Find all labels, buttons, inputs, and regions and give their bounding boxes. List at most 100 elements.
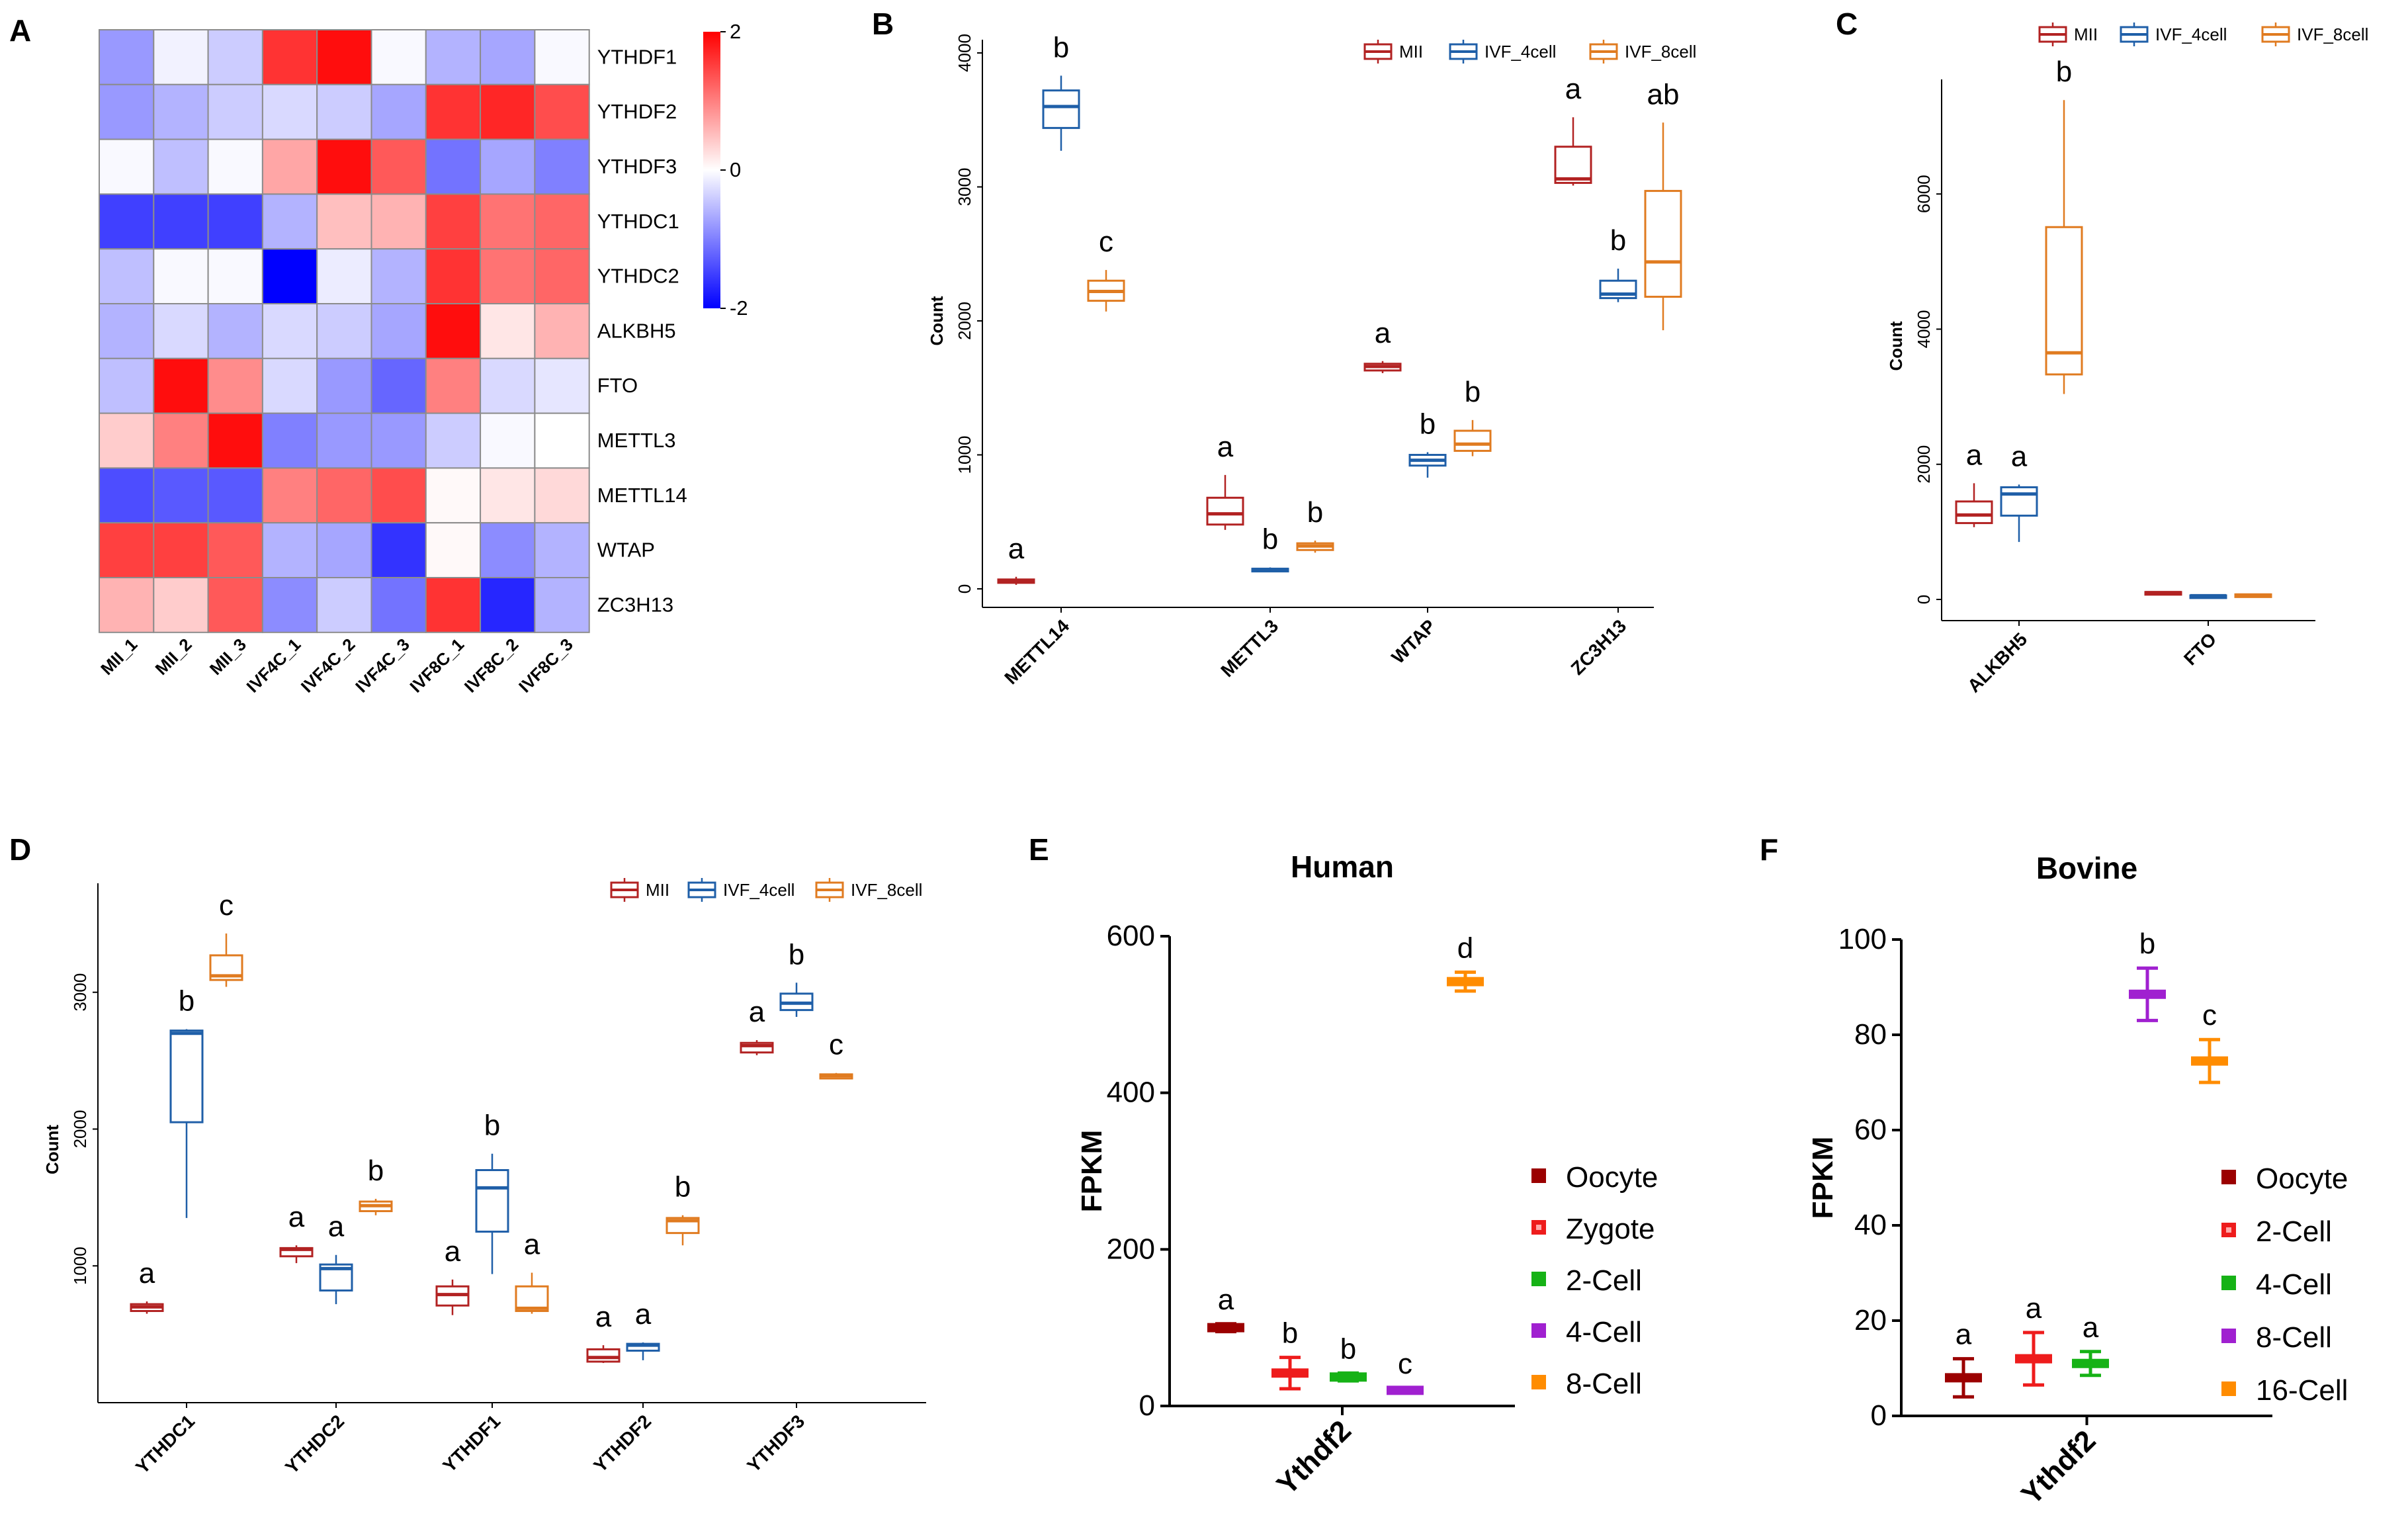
box-body — [1955, 500, 1993, 525]
heatmap-row-label: METTL3 — [597, 429, 676, 452]
y-tick-label: 80 — [1854, 1018, 1887, 1051]
legend-item: IVF_4cell — [2120, 22, 2227, 46]
x-tick-label: METTL3 — [1217, 615, 1282, 681]
legend-item: MII — [2038, 22, 2098, 46]
significance-letter: a — [1218, 1284, 1234, 1316]
y-tick-label: 0 — [1871, 1399, 1887, 1432]
heatmap-cell — [425, 467, 482, 524]
x-tick-label: ALKBH5 — [1963, 629, 2031, 696]
panel-label-f: F — [1760, 832, 1778, 867]
heatmap-cell — [99, 412, 155, 469]
heatmap-cell — [425, 193, 482, 250]
significance-letter: b — [1340, 1333, 1356, 1365]
box-body — [1206, 496, 1244, 526]
legend-item: IVF_8cell — [1589, 40, 1696, 64]
x-tick-label: YTHDF2 — [589, 1411, 655, 1476]
heatmap-col-label: IVF8C_1 — [406, 635, 468, 697]
heatmap-cell — [207, 138, 263, 195]
legend-label: Zygote — [1566, 1213, 1655, 1245]
heatmap-panel-a: YTHDF1 YTHDF2 YTHDF3 YTHDC1 YTHDC2 ALKBH5 FTO M… — [97, 20, 748, 697]
heatmap-row-label: YTHDC2 — [597, 265, 679, 288]
heatmap-col-label: IVF4C_2 — [297, 635, 359, 697]
box-body — [586, 1348, 621, 1363]
heatmap-cell — [153, 83, 209, 140]
heatmap-cell — [207, 303, 263, 359]
box-body — [1554, 146, 1592, 184]
significance-letter: b — [1307, 496, 1323, 529]
heatmap-cell — [534, 522, 590, 579]
box-body — [2045, 226, 2083, 376]
heatmap-cell — [261, 138, 318, 195]
x-tick-label: YTHDF1 — [439, 1411, 504, 1476]
legend-label: 4-Cell — [2256, 1268, 2332, 1301]
y-tick-label: 1000 — [70, 1247, 90, 1285]
heatmap-cell — [153, 29, 209, 85]
heatmap-cell — [153, 138, 209, 195]
heatmap-cell — [534, 29, 590, 85]
panel-label-e: E — [1029, 832, 1049, 867]
heatmap-cell — [480, 303, 536, 359]
heatmap-cell — [261, 29, 318, 85]
significance-letter: b — [1420, 408, 1436, 440]
heatmap-row-label: ALKBH5 — [597, 319, 676, 342]
heatmap-cell — [480, 412, 536, 469]
legend-label: MII — [646, 880, 669, 900]
heatmap-cell — [153, 193, 209, 250]
x-tick-label: YTHDC2 — [281, 1411, 348, 1477]
significance-letter: b — [1262, 523, 1278, 556]
heatmap-cell — [425, 29, 482, 85]
heatmap-cell — [99, 522, 155, 579]
heatmap-cell — [316, 522, 372, 579]
x-tick-label: ZC3H13 — [1567, 615, 1631, 679]
heatmap-cell — [316, 83, 372, 140]
legend-item: MII — [610, 878, 669, 902]
heatmap-col-label: IVF4C_3 — [351, 635, 413, 697]
legend-label: Oocyte — [2256, 1162, 2348, 1195]
y-tick-label: 2000 — [70, 1110, 90, 1149]
y-tick-label: 3000 — [955, 168, 974, 206]
heatmap-cell — [480, 357, 536, 414]
legend-swatch-dot — [2226, 1227, 2231, 1233]
legend-swatch — [2221, 1276, 2236, 1290]
significance-letter: a — [2083, 1311, 2099, 1344]
heatmap-cell — [316, 577, 372, 633]
legend-swatch — [1531, 1168, 1546, 1183]
significance-letter: a — [1956, 1319, 1972, 1351]
legend-label: 16-Cell — [2256, 1374, 2348, 1407]
series-oocyte: a — [1207, 1284, 1244, 1334]
series-zygote: b — [1271, 1317, 1309, 1391]
heatmap-cell — [153, 357, 209, 414]
series-4-cell: a — [2072, 1311, 2109, 1378]
y-tick-label: 200 — [1107, 1233, 1155, 1265]
legend-label: 8-Cell — [1566, 1368, 1642, 1400]
heatmap-cell — [316, 303, 372, 359]
boxplot-panel-b: 01000200030004000CountMETTL14abcMETTL3ab… — [927, 31, 1696, 688]
heatmap-cell — [370, 412, 427, 469]
heatmap-cell — [370, 357, 427, 414]
heatmap-cell — [534, 248, 590, 305]
legend-swatch — [1531, 1272, 1546, 1286]
y-tick-label: 40 — [1854, 1209, 1887, 1241]
y-tick-label: 1000 — [955, 436, 974, 474]
legend-swatch — [2221, 1170, 2236, 1184]
heatmap-cell — [99, 83, 155, 140]
significance-letter: c — [1398, 1348, 1412, 1380]
heatmap-cell — [207, 577, 263, 633]
legend-swatch — [1531, 1375, 1546, 1389]
heatmap-cell — [534, 303, 590, 359]
heatmap-cell — [99, 357, 155, 414]
heatmap-row-label: FTO — [597, 374, 638, 397]
heatmap-cell — [480, 29, 536, 85]
chart-title: Bovine — [2036, 851, 2137, 885]
significance-letter: a — [1217, 431, 1234, 463]
heatmap-cell — [261, 412, 318, 469]
heatmap-cell — [370, 29, 427, 85]
y-tick-label: 60 — [1854, 1114, 1887, 1146]
heatmap-cell — [480, 83, 536, 140]
series-4-cell: c — [1387, 1348, 1424, 1395]
heatmap-cell — [153, 248, 209, 305]
panel-label-d: D — [9, 832, 31, 867]
significance-letter: c — [219, 889, 234, 922]
significance-letter: b — [675, 1171, 691, 1204]
